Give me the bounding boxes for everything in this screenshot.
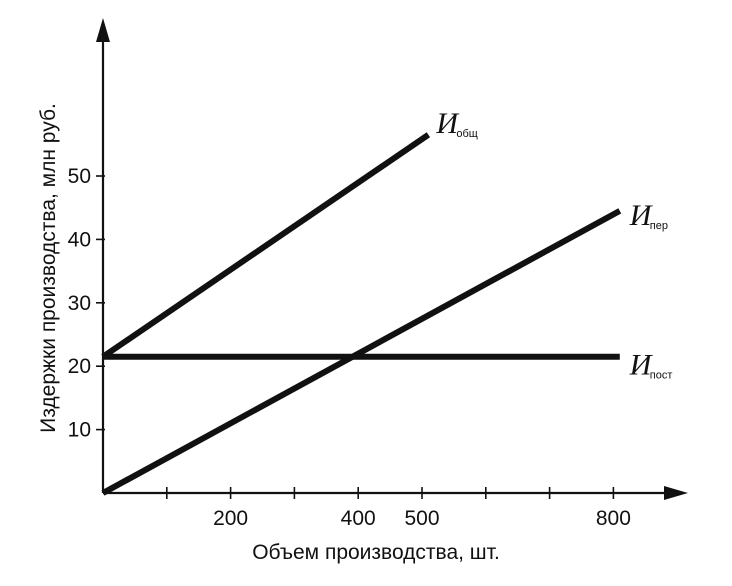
series-label-sub-общ: общ bbox=[456, 128, 477, 140]
x-axis-title: Объем производства, шт. bbox=[252, 541, 500, 564]
y-tick-label: 50 bbox=[68, 165, 91, 188]
y-tick-label: 20 bbox=[68, 355, 91, 378]
y-axis-arrow bbox=[96, 18, 110, 42]
series-line-общ bbox=[101, 132, 431, 360]
series-label-общ: И bbox=[435, 107, 460, 140]
series-label-sub-пост: пост bbox=[650, 370, 673, 382]
series-lines bbox=[101, 132, 622, 496]
axes bbox=[96, 18, 688, 500]
x-axis-arrow bbox=[664, 486, 688, 500]
x-tick-label: 500 bbox=[404, 507, 439, 530]
y-tick-label: 10 bbox=[68, 419, 91, 442]
series-label-sub-пер: пер bbox=[650, 220, 668, 232]
y-tick-label: 40 bbox=[68, 228, 91, 251]
x-tick-label: 200 bbox=[213, 507, 248, 530]
y-tick-label: 30 bbox=[68, 292, 91, 315]
ticks: 200 400 500 800 10 20 30 40 50 bbox=[68, 165, 631, 530]
series-label-пер: И bbox=[629, 199, 654, 232]
series-line-пер bbox=[101, 208, 622, 496]
x-tick-label: 400 bbox=[341, 507, 376, 530]
x-tick-label: 800 bbox=[596, 507, 631, 530]
y-axis-title: Издержки производства, млн руб. bbox=[37, 103, 60, 433]
series-label-пост: И bbox=[629, 349, 654, 382]
